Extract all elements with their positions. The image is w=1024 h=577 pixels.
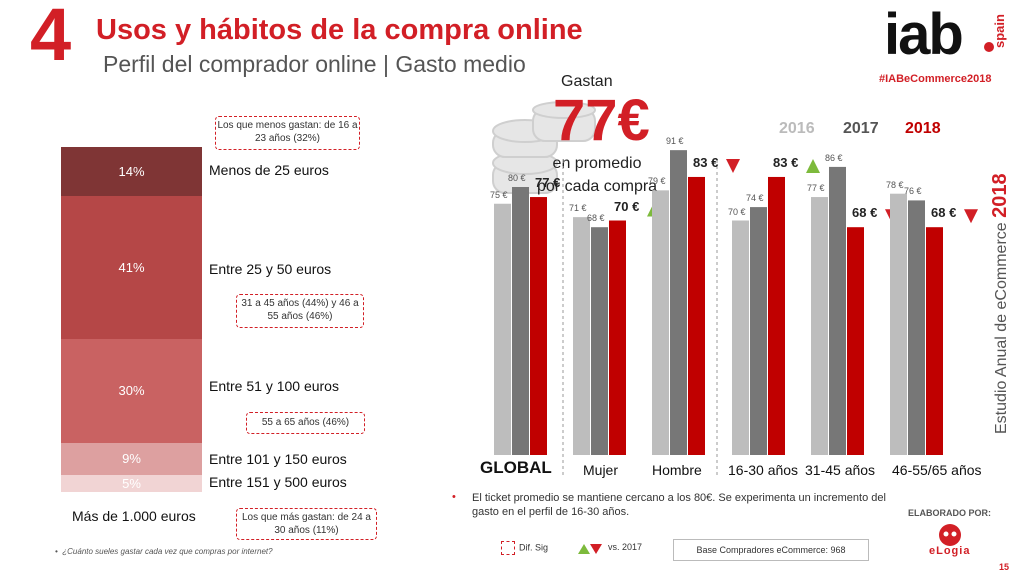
avg-gastan-label: Gastan (561, 73, 613, 90)
elogia-text: eLogia (929, 545, 971, 557)
legend-vs: vs. 2017 (578, 541, 642, 555)
footnote-text: ¿Cuánto sueles gastar cada vez que compr… (62, 547, 273, 556)
note-most-spend: Los que más gastan: de 24 a 30 años (11%… (236, 508, 377, 540)
bar-2016 (811, 197, 828, 456)
stack-segment-pct: 5% (122, 475, 141, 491)
base-box: Base Compradores eCommerce: 968 (673, 539, 869, 561)
bar-2017 (829, 166, 846, 455)
legend-sig-label: Dif. Sig (519, 542, 549, 553)
stack-segment-pct: 9% (122, 451, 141, 467)
elogia-logo: eLogia (925, 521, 975, 561)
category-label: Mujer (583, 462, 619, 478)
logo-text: iab (884, 2, 964, 67)
stack-segment: 41% (61, 195, 202, 339)
stack-segment: 9% (61, 443, 202, 475)
bar-2017 (750, 207, 767, 455)
bar-value-label: 91 € (666, 136, 684, 147)
bar-2016 (732, 220, 749, 455)
down-arrow-icon (964, 209, 978, 224)
bar-2017 (512, 187, 529, 455)
bar-value-label: 68 € (852, 205, 878, 221)
up-down-arrows-icon (578, 544, 602, 554)
survey-question: • ¿Cuánto sueles gastar cada vez que com… (55, 547, 273, 556)
page-title: Usos y hábitos de la compra online (96, 14, 583, 46)
category-label: Hombre (652, 462, 702, 478)
bar-value-label: 76 € (904, 186, 922, 197)
category-label: 16-30 años (728, 462, 799, 478)
bar-value-label: 77 € (535, 175, 561, 191)
note-mid-ages: 31 a 45 años (44%) y 46 a 55 años (46%) (236, 294, 364, 328)
stack-segment: 30% (61, 338, 202, 444)
logo-dot (984, 42, 994, 52)
legend-vs-label: vs. 2017 (608, 542, 643, 553)
avg-caption-line1: en promedio (552, 155, 642, 172)
bar-2016 (573, 217, 590, 455)
stack-range-label: Entre 51 y 100 euros (209, 378, 339, 394)
dashed-box-icon (501, 541, 515, 555)
stack-segment-pct: 30% (118, 383, 145, 399)
stack-segment-pct: 41% (118, 259, 145, 275)
stack-segment: 14% (61, 147, 202, 196)
bar-value-label: 86 € (825, 152, 843, 163)
bar-value-label: 79 € (648, 176, 666, 187)
stack-segment: 5% (61, 474, 202, 492)
bar-value-label: 71 € (569, 203, 587, 214)
bar-2018 (609, 220, 626, 455)
stack-extra-label: Más de 1.000 euros (72, 508, 196, 524)
bar-2018 (688, 176, 705, 455)
bar-value-label: 68 € (931, 205, 957, 221)
down-arrow-icon (726, 158, 740, 173)
section-number: 4 (30, 0, 72, 76)
bar-2018 (926, 227, 943, 455)
bar-value-label: 83 € (693, 154, 719, 170)
legend-sig: Dif. Sig (501, 541, 548, 555)
year-2017: 2017 (843, 120, 879, 137)
bullet-dot: • (452, 491, 456, 503)
category-label: 31-45 años (805, 462, 876, 478)
year-2018: 2018 (905, 120, 941, 137)
bar-value-label: 74 € (746, 193, 764, 204)
elogia-mascot-icon (939, 524, 961, 546)
note-ages-55: 55 a 65 años (46%) (246, 412, 365, 434)
avg-caption: en promedio por cada compra (537, 152, 657, 198)
bar-2017 (591, 227, 608, 455)
bar-value-label: 78 € (886, 179, 904, 190)
bar-value-label: 80 € (508, 173, 526, 183)
bar-value-label: 75 € (490, 189, 508, 200)
up-arrow-icon (806, 158, 820, 173)
footnote-bullet: • (55, 547, 63, 556)
bar-2018 (768, 176, 785, 455)
bar-2016 (494, 203, 511, 455)
stack-range-label: Entre 101 y 150 euros (209, 451, 347, 467)
elaborado-label: ELABORADO POR: (908, 508, 991, 518)
coins-icon (492, 101, 596, 194)
bar-value-label: 77 € (807, 183, 825, 194)
avg-value: 77€ (553, 88, 650, 153)
bar-2016 (652, 190, 669, 455)
year-2016: 2016 (779, 120, 815, 137)
bar-value-label: 83 € (773, 154, 799, 170)
hashtag: #IABeCommerce2018 (879, 73, 992, 85)
category-label: 46-55/65 años (892, 462, 982, 478)
stack-range-label: Entre 25 y 50 euros (209, 261, 332, 277)
avg-caption-line2: por cada compra (537, 178, 658, 195)
stack-range-label: Menos de 25 euros (209, 162, 329, 178)
bullet-note: El ticket promedio se mantiene cercano a… (472, 492, 886, 518)
stack-range-label: Entre 151 y 500 euros (209, 474, 347, 490)
bar-2017 (908, 200, 925, 455)
note-least-spend: Los que menos gastan: de 16 a 23 años (3… (215, 116, 360, 150)
bar-value-label: 68 € (587, 213, 605, 224)
page-number: 15 (999, 562, 1010, 572)
bar-2018 (530, 197, 547, 456)
bar-2018 (847, 227, 864, 455)
bar-value-label: 70 € (614, 198, 640, 214)
bar-2017 (670, 150, 687, 455)
bar-2016 (890, 193, 907, 455)
page-subtitle: Perfil del comprador online | Gasto medi… (103, 51, 526, 77)
iab-logo: iab spain (884, 2, 1007, 76)
bar-value-label: 70 € (728, 206, 746, 217)
category-label: GLOBAL (480, 458, 552, 477)
stack-segment-pct: 14% (118, 163, 145, 179)
